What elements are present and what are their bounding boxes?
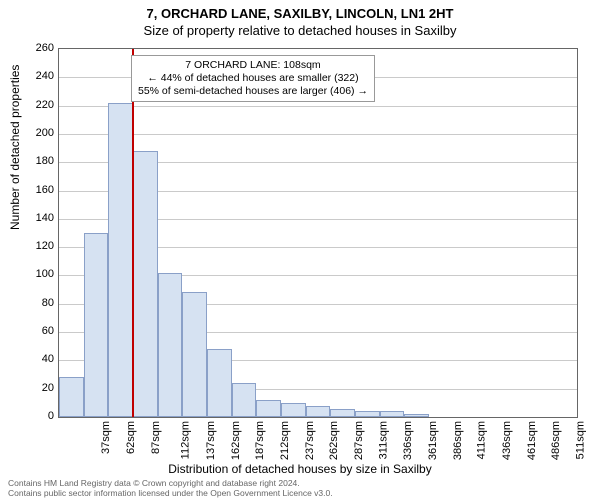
y-tick-label: 140 [16,212,54,224]
footer-line: Contains public sector information licen… [8,489,333,498]
y-tick-label: 180 [16,155,54,167]
gridline [59,134,577,135]
chart-plot-area: 7 ORCHARD LANE: 108sqm ← 44% of detached… [58,48,578,418]
y-tick-label: 200 [16,127,54,139]
x-tick-label: 212sqm [279,421,291,460]
histogram-bar [404,414,429,417]
histogram-bar [133,151,158,417]
histogram-bar [59,377,84,417]
x-axis-label: Distribution of detached houses by size … [0,462,600,476]
histogram-bar [182,292,207,417]
y-tick-label: 220 [16,99,54,111]
histogram-bar [256,400,281,417]
x-tick-label: 112sqm [180,421,192,459]
x-tick-label: 486sqm [550,421,562,460]
x-tick-label: 287sqm [353,421,365,460]
y-tick-label: 160 [16,184,54,196]
y-tick-label: 120 [16,240,54,252]
callout-line: ← 44% of detached houses are smaller (32… [138,72,368,85]
histogram-bar [84,233,109,417]
x-tick-label: 37sqm [100,421,112,454]
y-axis-label: Number of detached properties [8,65,22,230]
x-tick-label: 411sqm [476,421,488,459]
chart-title-desc: Size of property relative to detached ho… [0,21,600,38]
histogram-bar [330,409,355,417]
x-tick-label: 386sqm [452,421,464,460]
property-marker-line [132,49,134,417]
callout-line: 55% of semi-detached houses are larger (… [138,85,368,98]
histogram-bar [108,103,133,417]
x-tick-label: 311sqm [377,421,389,459]
x-tick-label: 262sqm [328,421,340,460]
x-tick-label: 187sqm [254,421,266,460]
x-tick-label: 361sqm [427,421,439,460]
histogram-bar [355,411,380,417]
y-tick-label: 100 [16,268,54,280]
histogram-bar [232,383,257,417]
histogram-bar [281,403,306,417]
y-tick-label: 60 [16,325,54,337]
gridline [59,106,577,107]
callout-box: 7 ORCHARD LANE: 108sqm ← 44% of detached… [131,55,375,102]
x-tick-label: 436sqm [501,421,513,460]
histogram-bar [380,411,405,417]
histogram-bar [158,273,183,417]
y-tick-label: 260 [16,42,54,54]
histogram-bar [207,349,232,417]
histogram-bar [306,406,331,417]
x-tick-label: 62sqm [125,421,137,454]
x-tick-label: 87sqm [150,421,162,454]
y-tick-label: 0 [16,410,54,422]
y-tick-label: 20 [16,382,54,394]
x-tick-label: 237sqm [304,421,316,460]
callout-line: 7 ORCHARD LANE: 108sqm [138,59,368,72]
x-tick-label: 336sqm [402,421,414,460]
x-tick-label: 461sqm [526,421,538,460]
y-tick-label: 40 [16,353,54,365]
x-tick-label: 511sqm [574,421,586,459]
y-tick-label: 240 [16,70,54,82]
y-tick-label: 80 [16,297,54,309]
chart-title-address: 7, ORCHARD LANE, SAXILBY, LINCOLN, LN1 2… [0,0,600,21]
footer-attribution: Contains HM Land Registry data © Crown c… [8,479,333,498]
x-tick-label: 162sqm [230,421,242,460]
x-tick-label: 137sqm [205,421,217,460]
